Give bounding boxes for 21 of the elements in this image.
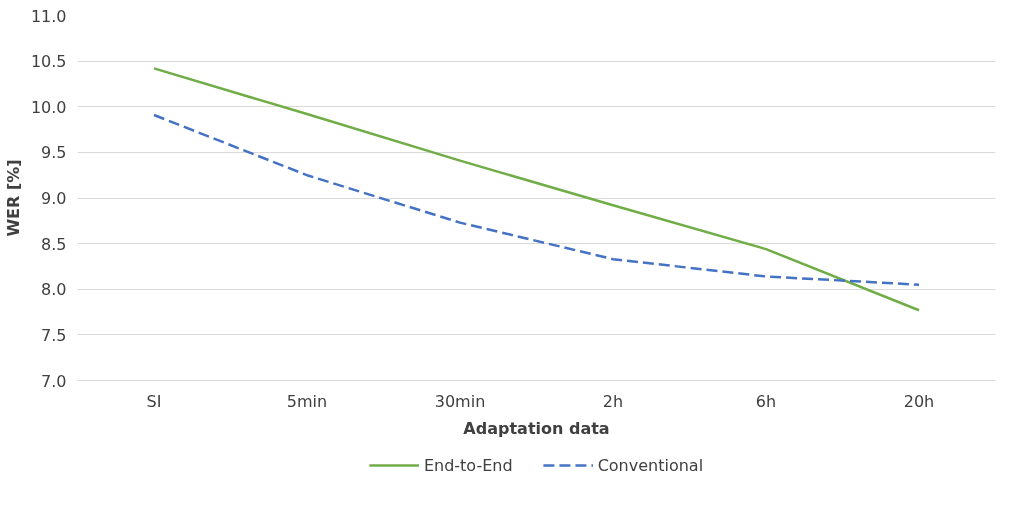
y-tick-label: 11.0: [30, 6, 67, 26]
x-tick-label: SI: [146, 391, 162, 411]
x-axis-title: Adaptation data: [463, 418, 610, 438]
line-series: [152, 67, 921, 312]
y-tick-label: 8.5: [41, 234, 67, 254]
x-tick-label: 6h: [755, 391, 777, 411]
y-tick-label: 8.0: [41, 280, 67, 300]
y-tick-label: 10.0: [30, 97, 67, 117]
line-series: [152, 113, 921, 286]
y-tick-label: 9.5: [41, 143, 67, 163]
y-tick-label: 10.5: [30, 52, 67, 72]
legend-label: Conventional: [597, 455, 704, 475]
x-tick-label: 30min: [434, 391, 486, 411]
x-tick-label: 2h: [602, 391, 624, 411]
x-tick-label: 20h: [903, 391, 935, 411]
legend-label: End-to-End: [423, 455, 513, 475]
x-tick-label: 5min: [286, 391, 328, 411]
y-axis-title: WER [%]: [3, 159, 23, 237]
y-tick-label: 9.0: [41, 189, 67, 208]
y-tick-label: 7.0: [41, 371, 67, 391]
y-tick-label: 7.5: [41, 325, 67, 345]
